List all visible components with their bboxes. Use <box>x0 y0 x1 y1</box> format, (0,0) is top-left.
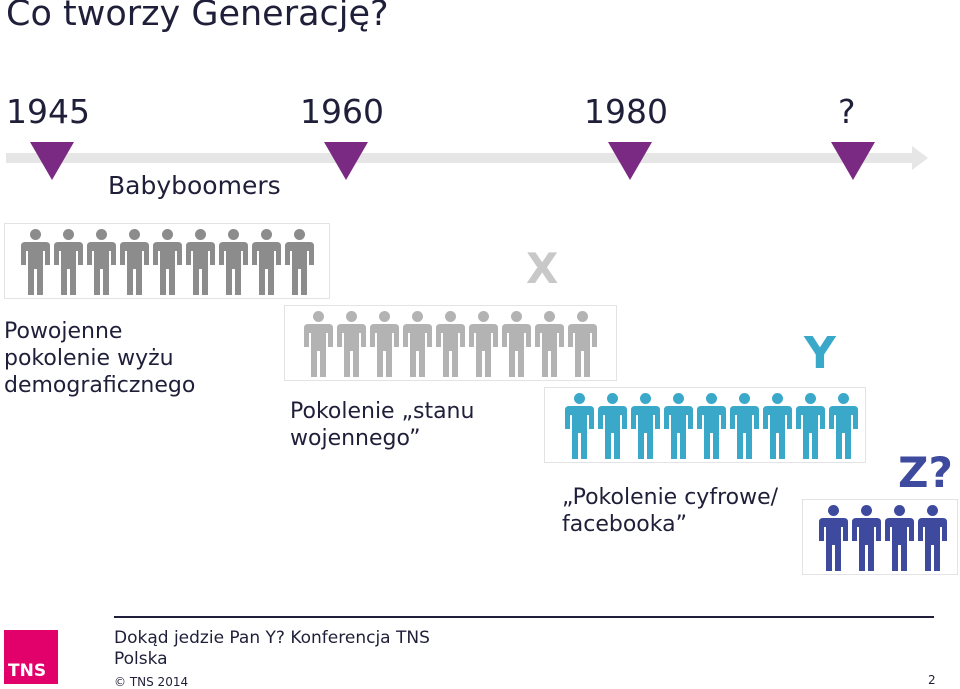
person-icon <box>763 393 792 459</box>
person-icon <box>664 393 693 459</box>
gen-y-caption-line-1: „Pokolenie cyfrowe/ <box>562 485 779 510</box>
year-1980: 1980 <box>584 92 668 131</box>
footer-title-line-1: Dokąd jedzie Pan Y? Konferencja TNS <box>114 628 430 648</box>
person-icon <box>403 311 432 377</box>
person-icon <box>252 229 281 295</box>
footer-divider <box>114 616 934 618</box>
person-icon <box>285 229 314 295</box>
person-icon <box>535 311 564 377</box>
gen-x-letter: X <box>526 244 559 293</box>
person-icon <box>565 393 594 459</box>
gen-x-caption: Pokolenie „stanu wojennego” <box>290 398 474 452</box>
year-1945: 1945 <box>6 92 90 131</box>
timeline-marker-1945 <box>30 142 74 180</box>
person-icon <box>918 505 947 571</box>
person-icon <box>568 311 597 377</box>
timeline-bar <box>6 153 914 163</box>
timeline-arrowhead <box>912 146 928 170</box>
tns-logo: TNS <box>4 630 58 684</box>
person-icon <box>87 229 116 295</box>
person-icon <box>631 393 660 459</box>
boomers-people <box>21 229 314 295</box>
tns-logo-text: TNS <box>8 661 47 681</box>
footer-copyright: © TNS 2014 <box>114 675 189 689</box>
gen-x-caption-line-2: wojennego” <box>290 426 421 451</box>
person-icon <box>502 311 531 377</box>
gen-y-people <box>565 393 858 459</box>
person-icon <box>819 505 848 571</box>
person-icon <box>730 393 759 459</box>
boomers-people-box <box>4 223 330 299</box>
person-icon <box>829 393 858 459</box>
boomers-caption: Powojenne pokolenie wyżu demograficznego <box>4 318 195 399</box>
babyboomers-label: Babyboomers <box>108 171 281 200</box>
gen-z-letter: Z? <box>898 448 953 497</box>
person-icon <box>337 311 366 377</box>
page-number: 2 <box>928 673 936 687</box>
person-icon <box>54 229 83 295</box>
timeline-marker-1980 <box>608 142 652 180</box>
person-icon <box>697 393 726 459</box>
gen-z-people-box <box>802 499 958 575</box>
year-unknown: ? <box>838 92 856 131</box>
person-icon <box>436 311 465 377</box>
slide-title: Co tworzy Generację? <box>6 0 389 34</box>
person-icon <box>219 229 248 295</box>
gen-x-people-box <box>284 305 617 381</box>
person-icon <box>885 505 914 571</box>
person-icon <box>469 311 498 377</box>
boomers-caption-line-2: pokolenie wyżu <box>4 346 174 371</box>
gen-x-caption-line-1: Pokolenie „stanu <box>290 399 475 424</box>
gen-x-people <box>304 311 597 377</box>
footer-title: Dokąd jedzie Pan Y? Konferencja TNS Pols… <box>114 628 430 670</box>
year-1960: 1960 <box>300 92 384 131</box>
person-icon <box>153 229 182 295</box>
gen-y-people-box <box>544 387 866 463</box>
gen-y-caption: „Pokolenie cyfrowe/ facebooka” <box>562 484 778 538</box>
gen-y-caption-line-2: facebooka” <box>562 512 687 537</box>
person-icon <box>304 311 333 377</box>
boomers-caption-line-1: Powojenne <box>4 319 123 344</box>
person-icon <box>796 393 825 459</box>
footer-title-line-2: Polska <box>114 649 168 669</box>
person-icon <box>21 229 50 295</box>
gen-y-letter: Y <box>804 328 836 379</box>
boomers-caption-line-3: demograficznego <box>4 373 196 398</box>
person-icon <box>120 229 149 295</box>
timeline-marker-1960 <box>324 142 368 180</box>
person-icon <box>852 505 881 571</box>
person-icon <box>186 229 215 295</box>
person-icon <box>370 311 399 377</box>
person-icon <box>598 393 627 459</box>
timeline-marker-future <box>831 142 875 180</box>
gen-z-people <box>819 505 947 571</box>
